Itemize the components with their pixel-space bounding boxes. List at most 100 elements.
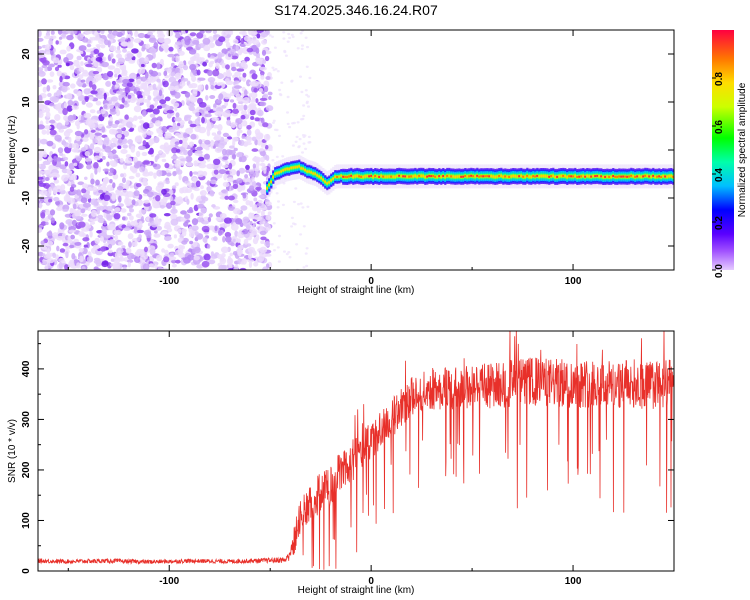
heatmap-cell: [466, 175, 469, 178]
heatmap-cell: [291, 35, 295, 39]
heatmap-cell: [201, 260, 210, 268]
heatmap-cell: [83, 112, 92, 119]
heatmap-cell: [244, 174, 249, 179]
heatmap-cell: [516, 175, 519, 178]
heatmap-cell: [120, 208, 127, 213]
heatmap-cell: [55, 40, 59, 45]
heatmap-cell: [604, 175, 607, 178]
heatmap-cell: [259, 150, 266, 157]
heatmap-cell: [400, 174, 403, 178]
heatmap-cell: [301, 151, 304, 154]
heatmap-cell: [236, 68, 245, 72]
heatmap-cell: [273, 128, 277, 131]
heatmap-cell: [594, 175, 597, 178]
heatmap-cell: [660, 176, 663, 178]
heatmap-cell: [170, 62, 175, 67]
heatmap-cell: [305, 101, 309, 105]
bottom-x-tick-label: 100: [565, 576, 582, 587]
heatmap-cell: [131, 199, 136, 206]
heatmap-cell: [77, 33, 84, 41]
heatmap-cell: [506, 175, 509, 178]
heatmap-cell: [108, 171, 114, 177]
heatmap-cell: [520, 174, 523, 178]
heatmap-cell: [654, 175, 657, 178]
heatmap-cell: [259, 230, 267, 236]
heatmap-cell: [550, 175, 553, 178]
heatmap-cell: [246, 136, 252, 143]
heatmap-cell: [280, 81, 284, 84]
heatmap-cell: [149, 213, 157, 218]
heatmap-cell: [50, 35, 57, 39]
heatmap-cell: [610, 175, 613, 178]
heatmap-cell: [139, 120, 145, 124]
heatmap-cell: [229, 169, 237, 176]
heatmap-cell: [528, 175, 531, 178]
heatmap-cell: [181, 228, 187, 233]
heatmap-cell: [117, 145, 122, 149]
heatmap-cell: [460, 175, 463, 178]
heatmap-cell: [192, 91, 198, 97]
heatmap-cell: [306, 205, 310, 208]
heatmap-cell: [616, 175, 619, 178]
heatmap-cell: [227, 177, 234, 183]
top-y-tick-label: 0: [21, 147, 32, 153]
heatmap-cell: [308, 170, 311, 173]
heatmap-cell: [484, 175, 487, 178]
heatmap-cell: [248, 261, 253, 268]
heatmap-cell: [260, 240, 265, 244]
heatmap-cell: [257, 139, 262, 146]
heatmap-cell: [256, 234, 260, 241]
heatmap-cell: [196, 216, 203, 223]
heatmap-cell: [38, 152, 44, 159]
heatmap-cell: [194, 118, 201, 125]
heatmap-cell: [394, 175, 397, 178]
heatmap-cell: [77, 181, 85, 186]
heatmap-cell: [446, 174, 449, 177]
heatmap-cell: [299, 32, 303, 35]
heatmap-cell: [250, 225, 256, 231]
heatmap-cell: [89, 230, 93, 238]
heatmap-cell: [662, 175, 665, 178]
heatmap-cell: [147, 191, 154, 198]
heatmap-cell: [412, 175, 415, 178]
heatmap-cell: [590, 175, 593, 178]
heatmap-cell: [129, 185, 134, 189]
heatmap-cell: [252, 163, 257, 169]
heatmap-cell: [201, 220, 210, 225]
heatmap-cell: [88, 80, 93, 88]
heatmap-cell: [174, 105, 178, 112]
heatmap-cell: [138, 57, 146, 65]
heatmap-cell: [386, 175, 389, 178]
heatmap-cell: [97, 214, 104, 219]
heatmap-cell: [243, 142, 248, 147]
heatmap-cell: [157, 33, 166, 39]
heatmap-cell: [304, 36, 308, 39]
heatmap-cell: [229, 99, 235, 103]
heatmap-cell: [255, 52, 260, 59]
heatmap-cell: [462, 175, 465, 178]
heatmap-cell: [156, 128, 161, 132]
heatmap-cell: [225, 80, 234, 86]
heatmap-cell: [301, 134, 305, 137]
heatmap-cell: [600, 175, 603, 178]
heatmap-cell: [188, 84, 194, 89]
heatmap-cell: [103, 104, 108, 109]
heatmap-cell: [212, 30, 217, 34]
heatmap-cell: [119, 158, 124, 163]
heatmap-cell: [52, 57, 60, 64]
heatmap-cell: [208, 42, 215, 49]
heatmap-cell: [370, 174, 373, 177]
heatmap-cell: [606, 175, 609, 178]
heatmap-cell: [239, 267, 247, 270]
heatmap-cell: [106, 161, 110, 167]
heatmap-cell: [218, 93, 224, 101]
heatmap-cell: [118, 124, 125, 129]
heatmap-cell: [240, 114, 246, 120]
heatmap-cell: [342, 175, 345, 178]
heatmap-cell: [84, 96, 89, 102]
heatmap-cell: [65, 128, 73, 134]
bottom-y-tick-label: 200: [21, 461, 32, 478]
heatmap-cell: [75, 155, 81, 161]
heatmap-cell: [64, 121, 69, 126]
colorbar-tick-label: 0.0: [714, 264, 725, 278]
